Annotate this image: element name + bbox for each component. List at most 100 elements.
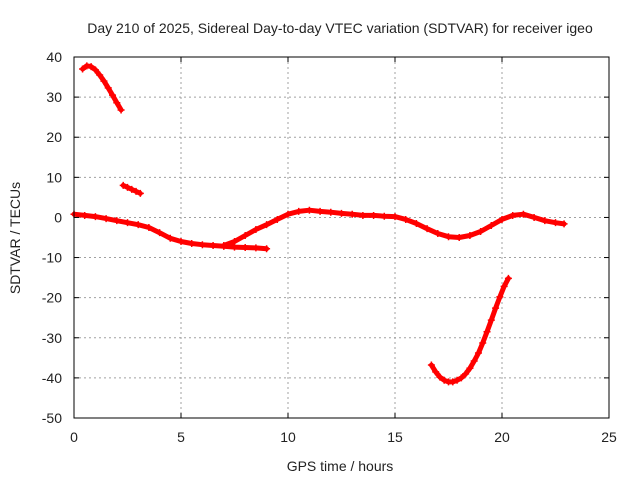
data-point [220, 242, 228, 250]
data-point [462, 370, 470, 378]
y-tick-label: 10 [46, 169, 62, 185]
data-point [492, 304, 500, 312]
data-point [104, 84, 112, 92]
data-point [487, 316, 495, 324]
y-tick-label: -30 [42, 330, 62, 346]
data-point [166, 234, 174, 242]
grid [74, 57, 609, 418]
x-tick-label: 25 [601, 429, 617, 445]
data-point [83, 62, 91, 70]
data-point [145, 223, 153, 231]
data-point [466, 364, 474, 372]
data-point [552, 219, 559, 227]
segment-4 [220, 206, 568, 250]
data-point [134, 221, 142, 229]
data-point [241, 244, 249, 252]
x-tick-label: 15 [387, 429, 403, 445]
segment-1 [79, 62, 125, 114]
data-point [445, 233, 452, 241]
data-point [113, 99, 121, 107]
data-point [500, 282, 508, 290]
data-point [263, 245, 271, 253]
data-point [436, 373, 444, 381]
data-point [117, 106, 125, 114]
y-tick-label: 20 [46, 129, 62, 145]
data-point [423, 225, 431, 233]
data-point [496, 293, 504, 301]
data-point [455, 234, 463, 241]
x-axis-label: GPS time / hours [287, 458, 394, 474]
data-point [412, 219, 420, 227]
data-point [198, 241, 206, 249]
data-point [477, 227, 485, 235]
data-point [466, 231, 474, 239]
data-point [252, 225, 260, 233]
data-point [487, 221, 495, 229]
data-point [348, 210, 356, 218]
data-point [457, 374, 465, 382]
y-axis-label: SDTVAR / TECUs [7, 182, 23, 294]
data-point [391, 213, 399, 221]
data-point [109, 91, 117, 99]
data-point [91, 66, 99, 74]
data-point [474, 349, 482, 357]
data-point [519, 210, 527, 218]
data-point [273, 215, 281, 223]
data-point [252, 244, 260, 252]
data-point [188, 240, 196, 248]
data-point [483, 328, 491, 336]
y-tick-label: -10 [42, 250, 62, 266]
data-point [128, 185, 136, 193]
data-point [231, 238, 238, 246]
axis-ticks [73, 56, 610, 419]
x-tick-label: 20 [494, 429, 510, 445]
y-tick-label: 40 [46, 49, 62, 65]
data-point [453, 376, 461, 384]
data-point [316, 207, 324, 215]
data-point [449, 378, 457, 386]
y-tick-label: 30 [46, 89, 62, 105]
y-tick-label: 0 [54, 209, 62, 225]
data-point [132, 187, 140, 195]
data-point [263, 221, 271, 229]
data-point [87, 63, 95, 71]
data-point [432, 368, 440, 376]
data-point [434, 229, 442, 237]
data-point [79, 65, 87, 73]
data-point [509, 211, 517, 219]
data-point [327, 208, 335, 216]
data-point [440, 376, 448, 384]
data-point [284, 210, 292, 218]
data-point [124, 219, 131, 227]
data-point [359, 211, 367, 219]
data-series [70, 62, 568, 386]
data-point [124, 183, 131, 191]
chart-title: Day 210 of 2025, Sidereal Day-to-day VTE… [87, 20, 593, 36]
data-point [81, 211, 89, 219]
data-point [156, 229, 164, 237]
data-point [305, 206, 313, 214]
data-point [136, 189, 144, 197]
data-point [370, 211, 378, 219]
y-tick-label: -50 [42, 410, 62, 426]
data-point [102, 215, 110, 223]
data-point [119, 181, 127, 189]
x-tick-label: 10 [280, 429, 296, 445]
data-point [96, 71, 104, 79]
data-point [498, 215, 506, 223]
segment-3 [70, 210, 271, 253]
data-point [113, 217, 121, 225]
data-point [504, 274, 512, 282]
segment-2 [119, 181, 144, 197]
x-tick-label: 5 [177, 429, 185, 445]
data-point [209, 242, 217, 250]
data-point [338, 209, 345, 217]
data-point [470, 357, 478, 365]
data-point [479, 339, 487, 347]
data-point [177, 238, 185, 246]
data-point [380, 212, 388, 220]
tick-labels: 0 5 10 15 20 25 -50 -40 -30 -20 -10 0 10 20 30 40 [42, 49, 617, 445]
data-point [241, 231, 249, 239]
